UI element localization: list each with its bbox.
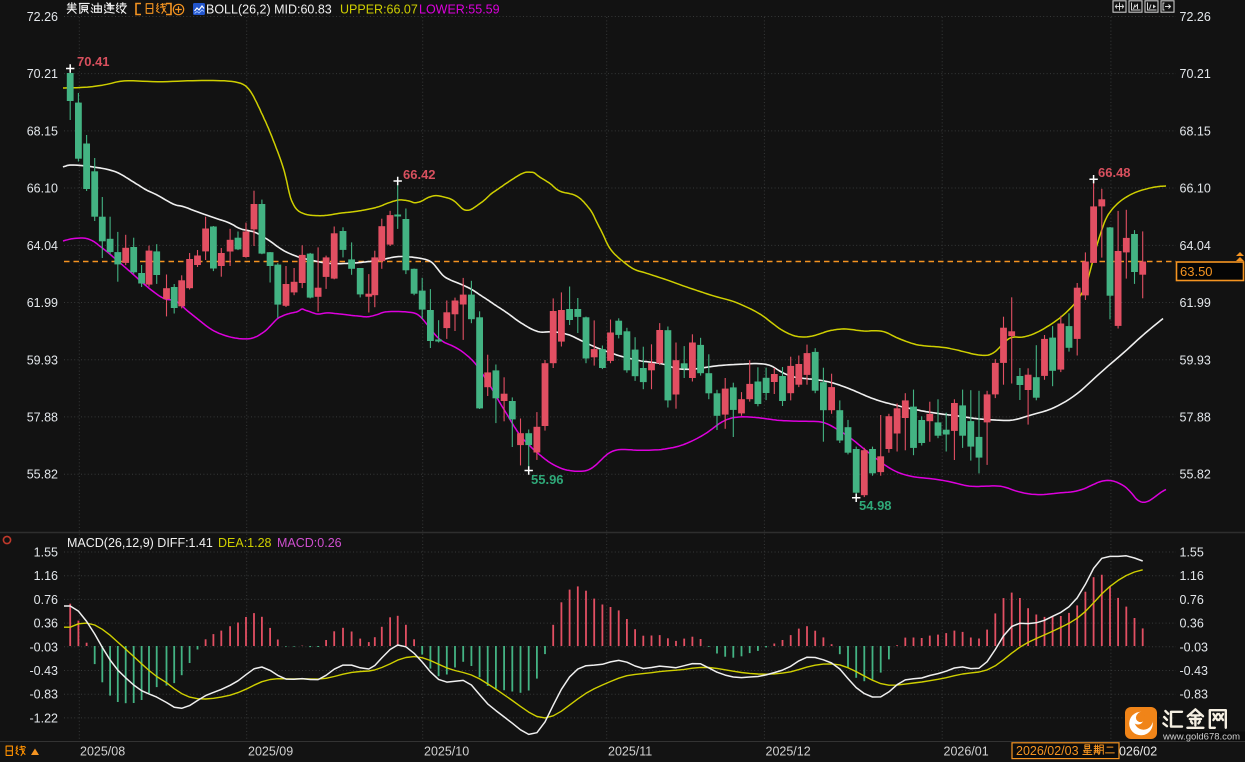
svg-text:0.36: 0.36 [1180, 617, 1204, 631]
svg-text:www.gold678.com: www.gold678.com [1162, 732, 1240, 743]
svg-text:66.10: 66.10 [1180, 182, 1211, 196]
svg-text:1.16: 1.16 [34, 569, 58, 583]
svg-text:2026/01: 2026/01 [944, 745, 989, 759]
svg-text:0.76: 0.76 [1180, 593, 1204, 607]
svg-text:54.98: 54.98 [859, 498, 892, 513]
svg-text:2026/02: 2026/02 [1112, 745, 1157, 759]
svg-text:68.15: 68.15 [1180, 124, 1211, 138]
svg-text:59.93: 59.93 [1180, 353, 1211, 367]
svg-text:57.88: 57.88 [27, 410, 58, 424]
svg-text:70.41: 70.41 [77, 54, 110, 69]
svg-text:66.10: 66.10 [27, 182, 58, 196]
svg-text:DEA:1.28: DEA:1.28 [218, 536, 272, 550]
svg-text:BOLL(26,2) MID:60.83: BOLL(26,2) MID:60.83 [206, 3, 332, 17]
svg-text:66.42: 66.42 [403, 167, 436, 182]
svg-text:-0.83: -0.83 [30, 688, 59, 702]
svg-text:66.48: 66.48 [1098, 165, 1131, 180]
svg-text:1.55: 1.55 [1180, 546, 1204, 560]
svg-text:-0.03: -0.03 [30, 640, 59, 654]
svg-text:72.26: 72.26 [27, 10, 58, 24]
svg-text:64.04: 64.04 [27, 239, 58, 253]
svg-text:63.50: 63.50 [1180, 264, 1213, 279]
svg-text:57.88: 57.88 [1180, 410, 1211, 424]
svg-text:2025/08: 2025/08 [80, 745, 125, 759]
svg-text:61.99: 61.99 [27, 296, 58, 310]
svg-text:0.36: 0.36 [34, 617, 58, 631]
svg-text:2025/10: 2025/10 [424, 745, 469, 759]
svg-text:2025/11: 2025/11 [608, 745, 652, 759]
svg-text:59.93: 59.93 [27, 353, 58, 367]
svg-text:2025/12: 2025/12 [766, 745, 811, 759]
svg-text:MACD:0.26: MACD:0.26 [277, 536, 342, 550]
svg-text:55.82: 55.82 [1180, 468, 1211, 482]
svg-text:0.76: 0.76 [34, 593, 58, 607]
svg-text:-1.22: -1.22 [30, 711, 59, 725]
svg-text:72.26: 72.26 [1180, 10, 1211, 24]
svg-text:-0.43: -0.43 [30, 664, 59, 678]
svg-text:55.82: 55.82 [27, 468, 58, 482]
svg-text:2025/09: 2025/09 [248, 745, 293, 759]
svg-text:1.16: 1.16 [1180, 569, 1204, 583]
svg-text:1.55: 1.55 [34, 546, 58, 560]
svg-text:-0.03: -0.03 [1180, 640, 1209, 654]
svg-text:70.21: 70.21 [1180, 67, 1211, 81]
svg-text:70.21: 70.21 [27, 67, 58, 81]
svg-text:-0.43: -0.43 [1180, 664, 1209, 678]
svg-text:55.96: 55.96 [531, 472, 564, 487]
svg-text:61.99: 61.99 [1180, 296, 1211, 310]
svg-text:MACD(26,12,9) DIFF:1.41: MACD(26,12,9) DIFF:1.41 [67, 536, 213, 550]
svg-text:-0.83: -0.83 [1180, 688, 1209, 702]
svg-text:LOWER:55.59: LOWER:55.59 [419, 3, 500, 17]
svg-text:UPPER:66.07: UPPER:66.07 [340, 3, 418, 17]
svg-text:68.15: 68.15 [27, 124, 58, 138]
svg-text:2026/02/03: 2026/02/03 [1016, 744, 1079, 758]
svg-text:64.04: 64.04 [1180, 239, 1211, 253]
